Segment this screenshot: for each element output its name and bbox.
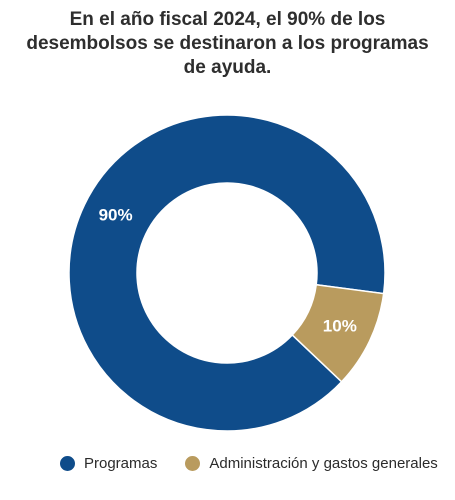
slice-programas (68, 114, 386, 432)
slice-label-administracion: 10% (323, 316, 357, 335)
slice-label-programas: 90% (99, 206, 133, 225)
legend-swatch-administracion (185, 456, 201, 471)
legend-swatch-programas (60, 456, 75, 471)
legend-item-administracion: Administración y gastos generales (185, 455, 438, 472)
legend-label-administracion: Administración y gastos generales (209, 455, 438, 472)
legend-item-programas: Programas (60, 455, 157, 472)
legend: Programas Administración y gastos genera… (60, 455, 438, 472)
legend-label-programas: Programas (84, 455, 158, 472)
slice-administracion (291, 283, 385, 383)
chart-title: En el año fiscal 2024, el 90% de los des… (26, 9, 429, 78)
